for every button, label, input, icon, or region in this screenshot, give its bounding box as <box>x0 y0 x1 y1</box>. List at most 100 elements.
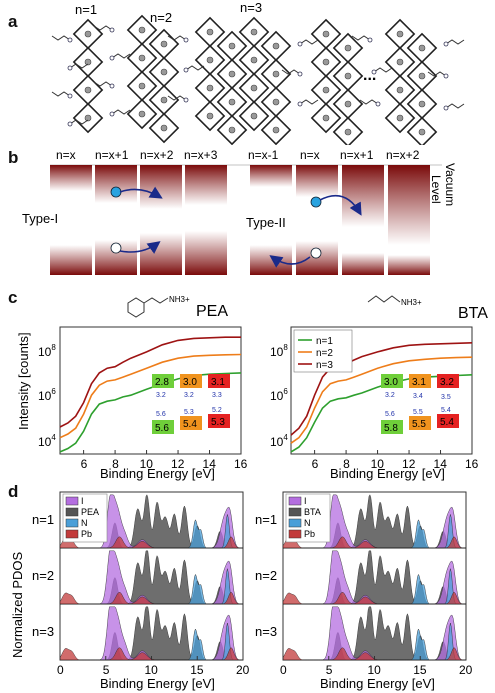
b-left-label-2: n=x+1 <box>95 148 129 162</box>
c-right-bot-2: 5.5 <box>412 419 426 430</box>
spectrum-pea-n3 <box>59 336 241 428</box>
b-left-label-3: n=x+2 <box>140 148 174 162</box>
x-tick-label: 6 <box>312 457 319 471</box>
x-tick-label: 10 <box>371 457 385 471</box>
c-left-xlabel: Binding Energy [eV] <box>100 466 215 481</box>
c-left-topsub-1: 3.2 <box>156 392 166 399</box>
c-right-topsub-1: 3.2 <box>385 392 395 399</box>
c-left-axes <box>59 326 242 455</box>
x-tick-label: 10 <box>368 663 382 677</box>
x-tick-label: 16 <box>465 457 479 471</box>
x-tick-label: 14 <box>434 457 448 471</box>
d-left-row-1: n=1 <box>32 512 54 527</box>
d-left-xticks: 0 5 10 15 20 <box>57 663 250 677</box>
c-left-boxes: 2.8 3.0 3.1 3.2 3.2 3.3 5.6 5.3 5.2 5.6 … <box>152 374 230 434</box>
c-ylabel: Intensity [counts] <box>16 332 31 430</box>
pdos-org-row3 <box>283 606 466 661</box>
c-right-top-2: 3.1 <box>412 377 426 388</box>
c-left-top-2: 3.0 <box>183 377 197 388</box>
d-right-xticks: 0 5 10 15 20 <box>280 663 473 677</box>
pdos-pb-row2 <box>282 591 466 605</box>
x-tick-label: 10 <box>145 663 159 677</box>
x-tick-label: 20 <box>459 663 473 677</box>
x-tick-label: 12 <box>171 457 185 471</box>
x-tick-label: 20 <box>236 663 250 677</box>
bta-nh3-label: NH3+ <box>401 298 422 307</box>
d-left-legend-org: PEA <box>81 507 99 517</box>
d-left-legend-n: N <box>81 518 88 528</box>
c-right-ytick-1e4: 104 <box>270 433 288 449</box>
d-ylabel: Normalized PDOS <box>10 551 25 658</box>
c-left-bot-1: 5.6 <box>155 423 169 434</box>
d-right-legend-n: N <box>304 518 311 528</box>
x-tick-label: 16 <box>234 457 248 471</box>
c-left-bot-3: 5.3 <box>211 417 225 428</box>
x-tick-label: 15 <box>190 663 204 677</box>
c-right-botsup-2: 5.5 <box>413 409 423 416</box>
x-tick-label: 0 <box>280 663 287 677</box>
x-tick-label: 0 <box>57 663 64 677</box>
d-left-xlabel: Binding Energy [eV] <box>100 676 215 691</box>
d-right-row-2: n=2 <box>255 568 277 583</box>
c-legend: n=1 n=2 n=3 <box>293 329 353 373</box>
vacuum-label: Vacuum <box>443 163 457 206</box>
panel-label-b: b <box>8 148 19 167</box>
d-left-legend-i: I <box>81 496 84 506</box>
c-right-botsup-3: 5.4 <box>441 407 451 414</box>
b-left-label-4: n=x+3 <box>184 148 218 162</box>
bta-molecule <box>367 295 401 303</box>
c-right-axes <box>290 326 473 455</box>
c-left-ytick-1e6: 106 <box>38 387 56 403</box>
c-right-plot <box>290 342 473 454</box>
d-left-legend: I PEA N Pb <box>62 493 108 543</box>
type2-label: Type-II <box>246 215 286 230</box>
c-right-topsub-3: 3.5 <box>441 394 451 401</box>
x-tick-label: 12 <box>402 457 416 471</box>
c-right-top-3: 3.2 <box>440 377 454 388</box>
x-tick-label: 15 <box>413 663 427 677</box>
pdos-pb-row1 <box>282 536 466 549</box>
d-right-legend-org: BTA <box>304 507 321 517</box>
x-tick-label: 5 <box>103 663 110 677</box>
legend-n2: n=2 <box>316 348 333 359</box>
c-left-top-1: 2.8 <box>155 377 169 388</box>
pdos-org-row3 <box>60 606 243 661</box>
bta-title: BTA <box>458 305 488 322</box>
b-right-label-1: n=x-1 <box>248 148 279 162</box>
pea-title: PEA <box>196 303 228 320</box>
d-right-legend: I BTA N Pb <box>285 493 331 543</box>
panel-a-structure: n=1 n=2 n=3 ... <box>51 0 465 145</box>
legend-n3: n=3 <box>316 360 333 371</box>
b-right-label-4: n=x+2 <box>386 148 420 162</box>
c-right-ytick-1e8: 108 <box>270 343 288 359</box>
c-right-topsub-2: 3.4 <box>413 393 423 400</box>
legend-n1: n=1 <box>316 336 333 347</box>
label-n3: n=3 <box>240 0 262 15</box>
pea-molecule <box>127 297 169 318</box>
c-right-ytick-1e6: 106 <box>270 387 288 403</box>
panel-label-c: c <box>8 288 18 307</box>
c-left-xticks: 6 8 10 12 14 16 <box>81 457 248 471</box>
d-left-row-2: n=2 <box>32 568 54 583</box>
c-left-topsub-2: 3.2 <box>184 392 194 399</box>
x-tick-label: 6 <box>81 457 88 471</box>
d-right-row-1: n=1 <box>255 512 277 527</box>
pdos-org-row2 <box>283 550 466 605</box>
d-left-legend-pb: Pb <box>81 529 92 539</box>
d-right-legend-pb: Pb <box>304 529 315 539</box>
d-right-legend-i: I <box>304 496 307 506</box>
b-right-label-2: n=x <box>300 148 320 162</box>
c-right-bot-1: 5.8 <box>384 423 398 434</box>
spectrum-pea-n2 <box>59 353 242 439</box>
x-tick-label: 10 <box>140 457 154 471</box>
c-left-botsup-2: 5.3 <box>184 409 194 416</box>
label-n1: n=1 <box>75 2 97 17</box>
pdos-pb-row2 <box>59 591 243 605</box>
c-left-bot-2: 5.4 <box>183 419 197 430</box>
panel-b-band-alignment: n=x n=x+1 n=x+2 n=x+3 n=x-1 n=x n=x+1 n=… <box>22 148 457 275</box>
c-right-xticks: 6 8 10 12 14 16 <box>312 457 479 471</box>
x-tick-label: 8 <box>343 457 350 471</box>
panel-label-d: d <box>8 482 19 501</box>
level-label: Level <box>429 175 443 204</box>
b-left-label-1: n=x <box>56 148 76 162</box>
